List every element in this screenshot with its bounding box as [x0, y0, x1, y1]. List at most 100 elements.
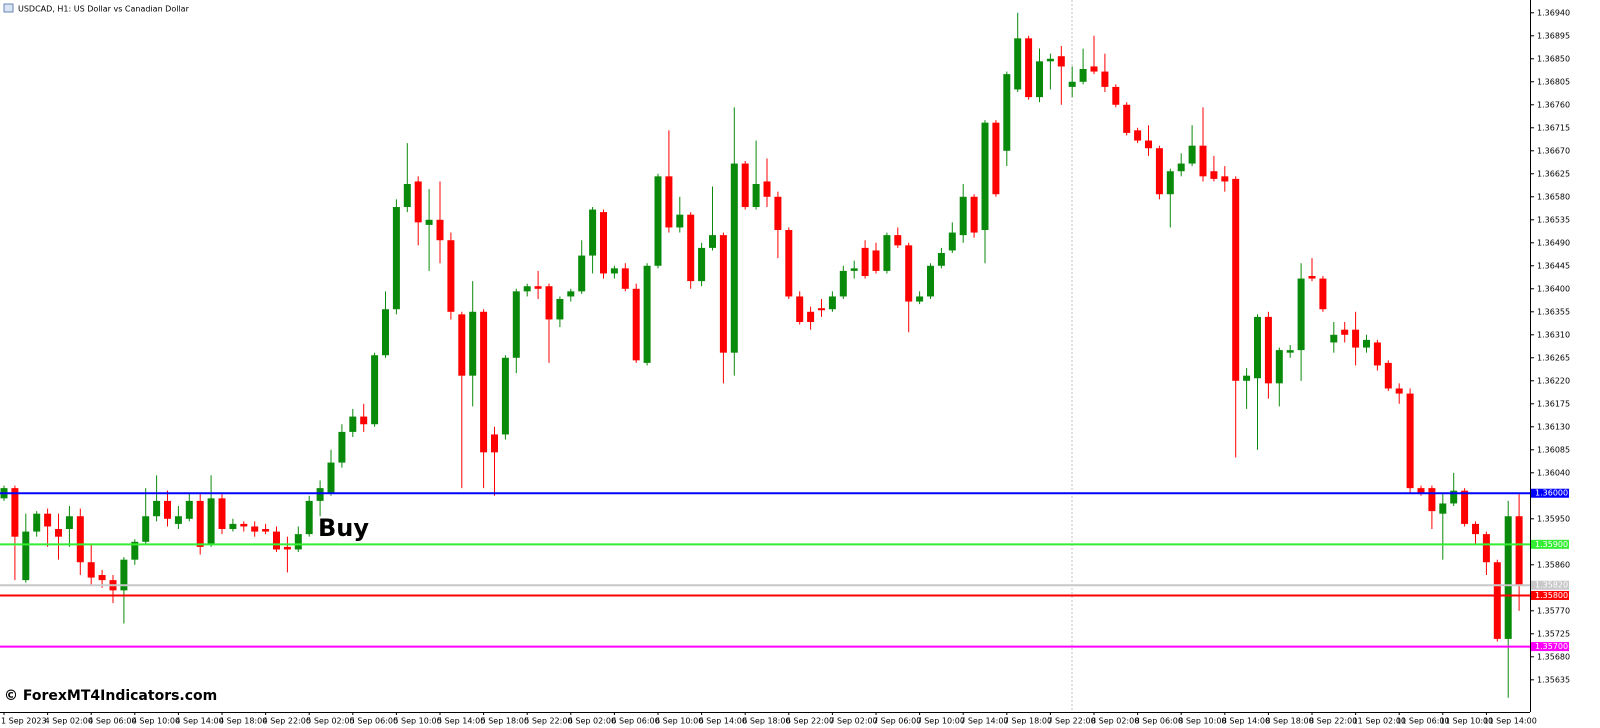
y-tick-label: 1.36220: [1537, 376, 1570, 385]
y-tick-label: 1.36355: [1537, 307, 1570, 316]
candle-body: [741, 163, 749, 208]
x-tick-label: 5 Sep 22:00: [524, 717, 572, 726]
candle-body: [796, 296, 804, 323]
candle-body: [676, 214, 684, 228]
level-label: 1.36000: [1535, 489, 1568, 498]
candle-body: [752, 184, 760, 208]
level-label-box: [1531, 642, 1569, 652]
candle-body: [55, 529, 62, 537]
candle-body: [153, 500, 161, 517]
candle-body: [491, 434, 498, 453]
candle-body: [1504, 516, 1512, 639]
candle-body: [1352, 329, 1360, 348]
candle-body: [1221, 176, 1229, 182]
x-tick-label: 8 Sep 10:00: [1178, 717, 1226, 726]
annotation: Buy: [318, 514, 369, 542]
candle-body: [1003, 74, 1011, 151]
y-tick-label: 1.36805: [1537, 77, 1570, 86]
candle-body: [44, 513, 52, 527]
candle-body: [33, 513, 41, 532]
candle-body: [818, 308, 825, 311]
candle-body: [665, 176, 673, 228]
candle-body: [1341, 329, 1349, 335]
candle-body: [785, 230, 793, 297]
candle-body: [1493, 562, 1501, 639]
x-tick-label: 4 Sep 22:00: [263, 717, 311, 726]
candle-body: [970, 196, 978, 233]
candle-body: [382, 309, 389, 356]
candle-body: [1264, 316, 1272, 384]
candle-body: [850, 268, 858, 271]
y-tick-label: 1.35770: [1537, 606, 1570, 615]
y-tick-label: 1.35950: [1537, 514, 1570, 523]
y-tick-label: 1.36535: [1537, 215, 1570, 224]
x-tick-label: 4 Sep 10:00: [132, 717, 180, 726]
y-tick-label: 1.35725: [1537, 629, 1570, 638]
y-tick-label: 1.36310: [1537, 330, 1570, 339]
candle-body: [1155, 148, 1163, 195]
y-tick-label: 1.36085: [1537, 445, 1570, 454]
candle-body: [927, 265, 934, 297]
candle-body: [349, 416, 357, 432]
candle-body: [1123, 104, 1131, 133]
y-tick-label: 1.36580: [1537, 192, 1570, 201]
candle-body: [523, 286, 531, 292]
candle-body: [632, 288, 640, 361]
candle-body: [327, 462, 335, 494]
candle-body: [316, 488, 324, 501]
candle-body: [480, 311, 488, 453]
candle-body: [959, 196, 967, 236]
candle-body: [1090, 66, 1098, 72]
y-tick-label: 1.35860: [1537, 560, 1570, 569]
candle-body: [469, 311, 477, 376]
candle-body: [1036, 61, 1043, 98]
candle-body: [589, 209, 597, 256]
y-tick-label: 1.36490: [1537, 238, 1570, 247]
candle-body: [131, 541, 139, 560]
candle-body: [196, 500, 204, 547]
y-tick-label: 1.36850: [1537, 54, 1570, 63]
candle-body: [1254, 316, 1261, 379]
candle-body: [283, 546, 291, 550]
candle-body: [87, 562, 95, 578]
candle-body: [556, 299, 564, 320]
candle-body: [1166, 171, 1174, 195]
level-label: 1.35800: [1535, 591, 1568, 600]
candle-body: [305, 500, 313, 535]
candle-body: [1199, 145, 1207, 177]
candle-body: [1243, 375, 1251, 381]
y-tick-label: 1.36265: [1537, 353, 1570, 362]
candle-body: [403, 184, 411, 208]
x-tick-label: 8 Sep 06:00: [1135, 717, 1183, 726]
candle-body: [371, 355, 379, 425]
candle-body: [1297, 278, 1305, 351]
candle-body: [545, 286, 553, 320]
x-tick-label: 11 Sep 14:00: [1483, 717, 1536, 726]
candle-body: [610, 268, 618, 274]
candle-body: [534, 286, 542, 289]
candle-body: [643, 265, 651, 363]
x-tick-label: 7 Sep 06:00: [873, 717, 921, 726]
candle-body: [240, 523, 248, 527]
level-label-box: [1531, 539, 1569, 549]
candle-body: [687, 214, 695, 282]
x-tick-label: 4 Sep 06:00: [88, 717, 136, 726]
x-tick-label: 11 Sep 10:00: [1440, 717, 1493, 726]
symbol-icon: [3, 3, 14, 13]
level-label: 1.35700: [1535, 642, 1568, 651]
candle-body: [218, 498, 226, 530]
candle-body: [414, 181, 422, 223]
x-tick-label: 8 Sep 22:00: [1309, 717, 1357, 726]
candle-body: [621, 268, 629, 289]
candle-body: [1515, 516, 1523, 586]
x-tick-label: 6 Sep 22:00: [786, 717, 834, 726]
candle-body: [1068, 81, 1076, 87]
y-tick-label: 1.36625: [1537, 169, 1570, 178]
candle-body: [894, 235, 902, 246]
candle-body: [828, 296, 836, 310]
candle-body: [1134, 130, 1142, 141]
candle-body: [1439, 503, 1447, 514]
level-label-box: [1531, 580, 1569, 590]
candle-body: [1101, 71, 1109, 87]
